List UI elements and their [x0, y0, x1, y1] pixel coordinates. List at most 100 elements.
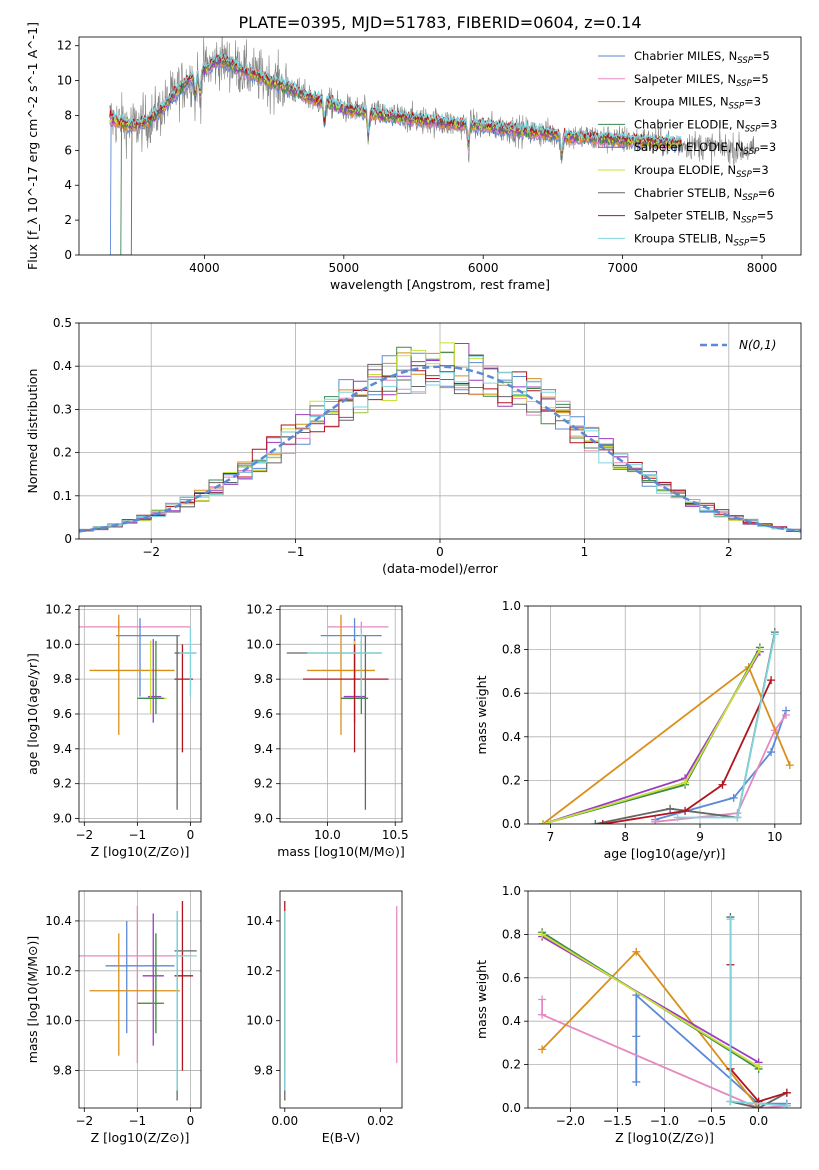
series-marker-chabrier_stelib [591, 820, 600, 824]
x-tick-label: 10.5 [382, 828, 409, 842]
y-tick-label: 9.8 [254, 672, 273, 686]
y-tick-label: 9.0 [254, 812, 273, 826]
legend-entry-base: Kroupa MILES, N [634, 95, 729, 109]
y-tick-label: 9.8 [53, 1064, 72, 1078]
x-tick-label: −2 [142, 545, 160, 559]
panel-weight_vs_age: 7 8 9 10 0.0 0.2 0.4 0.6 0.8 1.0 age [log10(age/yr… [474, 599, 802, 861]
legend-entry-sub: SSP [737, 56, 753, 66]
y-tick-label: 0.3 [53, 402, 72, 416]
y-tick-label: 0.2 [502, 1058, 521, 1072]
series-line-kroupa_stelib [677, 634, 776, 819]
x-tick-label: −2 [75, 828, 93, 842]
plot-area [280, 606, 402, 822]
y-tick-label: 10.2 [246, 602, 273, 616]
x-tick-label: −1 [128, 1114, 146, 1128]
series-marker-salpeter_miles [782, 711, 791, 719]
legend-entry-sub: SSP [744, 147, 760, 157]
legend-entry-sub: SSP [734, 238, 750, 248]
panel-mass_vs_ebv: 0.00 0.02 9.8 10.0 10.2 10.4 E(B-V) [246, 890, 403, 1145]
y-tick-label: 0.4 [502, 1014, 521, 1028]
x-tick-label: 0.02 [367, 1114, 394, 1128]
x-tick-label: −1 [287, 545, 305, 559]
legend-entry-sub: SSP [741, 216, 757, 226]
axes-frame [279, 890, 403, 1109]
series-marker-salpeter_miles [538, 995, 547, 1004]
y-axis-label: Normed distribution [25, 369, 40, 494]
axes-frame [279, 605, 403, 823]
y-axis-label: mass [log10(M/M⊙)] [25, 936, 40, 1064]
legend-entry-suffix: =3 [744, 95, 761, 109]
axes-frame [78, 605, 202, 823]
series-marker-kroupa_miles [632, 947, 641, 956]
y-tick-label: 9.8 [254, 1064, 273, 1078]
plot-area [109, 37, 756, 255]
y-tick-label: 0.6 [502, 971, 521, 985]
y-axis-label: Flux [f_λ 10^-17 erg cm^-2 s^-1 A^-1] [25, 22, 40, 270]
x-axis-label: Z [log10(Z/Z⊙)] [615, 1130, 714, 1145]
legend-entry: Salpeter MILES, NSSP=5 [634, 72, 769, 89]
series-marker-chabrier_miles [632, 1032, 641, 1041]
legend-entry-suffix: =5 [752, 72, 769, 86]
x-tick-label: −2.0 [556, 1114, 585, 1128]
x-tick-label: −1.0 [650, 1114, 679, 1128]
plot-area [79, 606, 201, 822]
x-tick-label: 5000 [329, 261, 360, 275]
y-tick-label: 12 [57, 39, 72, 53]
axes-frame [527, 605, 802, 825]
legend-entry-suffix: =3 [759, 140, 776, 154]
legend-entry-base: Chabrier ELODIE, N [634, 117, 745, 131]
axes-frame [78, 890, 202, 1109]
y-tick-label: 6 [64, 143, 72, 157]
y-tick-label: 2 [64, 213, 72, 227]
model-spectrum-kroupa_stelib [109, 51, 682, 152]
x-tick-label: 0.0 [749, 1114, 768, 1128]
y-tick-label: 10.0 [246, 637, 273, 651]
series-marker-kroupa_miles [538, 1045, 547, 1054]
series-marker-kroupa_stelib [726, 1097, 735, 1106]
legend-entry-suffix: =5 [753, 49, 770, 63]
legend-entry-sub: SSP [736, 170, 752, 180]
x-tick-label: 10.0 [314, 828, 341, 842]
y-tick-label: 0.8 [502, 927, 521, 941]
y-tick-label: 10.2 [246, 964, 273, 978]
series-line-salpeter_elodie [541, 935, 760, 1064]
legend-entry-suffix: =6 [758, 186, 775, 200]
y-tick-label: 10.0 [45, 1014, 72, 1028]
y-tick-label: 10.0 [45, 637, 72, 651]
x-axis-label: mass [log10(M/M⊙)] [277, 844, 405, 859]
axes-frame [78, 322, 802, 540]
legend-entry-base: Salpeter MILES, N [634, 72, 736, 86]
legend-entry: Kroupa MILES, NSSP=3 [634, 95, 761, 112]
y-tick-label: 9.2 [53, 777, 72, 791]
y-tick-label: 0.6 [502, 686, 521, 700]
legend-entry-sub: SSP [736, 79, 752, 89]
y-tick-label: 9.4 [254, 742, 273, 756]
series-marker-salpeter_stelib [767, 676, 776, 685]
series-marker-kroupa_stelib [733, 813, 742, 822]
series-marker-salpeter_stelib [598, 820, 607, 824]
legend-entry-suffix: =3 [760, 117, 777, 131]
series-marker-salpeter_miles [651, 817, 660, 824]
series-line-salpeter_miles [541, 999, 787, 1108]
chart-root: 4000 5000 6000 7000 8000024681012wavelength … [25, 22, 802, 1145]
x-axis-label: (data-model)/error [382, 561, 499, 576]
series-line-chabrier_elodie [542, 646, 761, 824]
legend-entry-sub: SSP [742, 193, 758, 203]
legend-entry-base: Chabrier STELIB, N [634, 186, 742, 200]
legend-entry: Salpeter STELIB, NSSP=5 [634, 209, 774, 226]
axes-frame [78, 36, 802, 256]
series-line-chabrier_miles [654, 710, 787, 821]
x-axis-label: wavelength [Angstrom, rest frame] [330, 277, 550, 292]
y-tick-label: 10.2 [45, 602, 72, 616]
legend-entry: Chabrier MILES, NSSP=5 [634, 49, 770, 66]
y-tick-label: 9.0 [53, 812, 72, 826]
legend-entry: Chabrier ELODIE, NSSP=3 [634, 117, 777, 134]
y-tick-label: 10.4 [45, 914, 72, 928]
x-tick-label: −0.5 [697, 1114, 726, 1128]
y-tick-label: 4 [64, 178, 72, 192]
legend-entry-suffix: =5 [757, 209, 774, 223]
series-marker-kroupa_elodie [538, 930, 547, 939]
series-marker-kroupa_stelib [770, 630, 779, 639]
y-tick-label: 9.6 [254, 707, 273, 721]
